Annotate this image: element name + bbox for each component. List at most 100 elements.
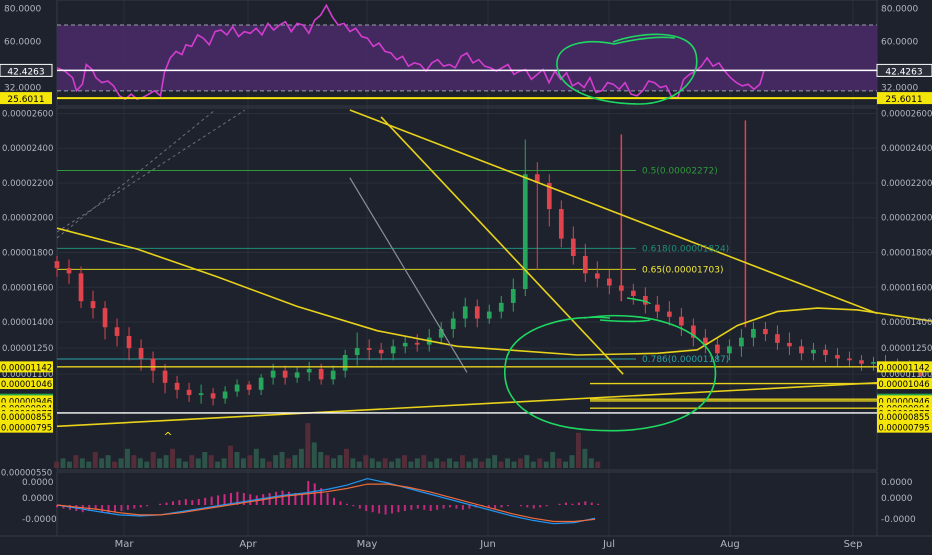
macd-histogram-bar	[191, 500, 194, 505]
volume-bar	[543, 461, 549, 468]
macd-histogram-bar	[577, 502, 580, 505]
macd-histogram-bar	[358, 505, 361, 509]
price-level-box-left	[0, 421, 53, 433]
candle-body	[631, 290, 636, 296]
candle-body	[366, 348, 372, 350]
volume-bar	[189, 455, 195, 468]
volume-bar	[466, 461, 472, 468]
candle-body	[871, 361, 876, 364]
volume-bar	[395, 458, 401, 468]
macd-histogram-bar	[101, 505, 104, 513]
volume-bar	[163, 455, 169, 468]
price-y-tick: 0.00001100	[2, 370, 53, 380]
macd-histogram-bar	[236, 491, 239, 505]
volume-bar	[286, 458, 291, 468]
macd-histogram-bar	[165, 502, 168, 505]
candle-body	[582, 255, 588, 274]
macd-y-tick: -0.0000	[22, 515, 57, 525]
rsi-level-label-right: 42.4263	[885, 67, 922, 77]
macd-histogram-bar	[313, 483, 316, 505]
volume-bar	[150, 452, 156, 468]
volume-bar	[273, 455, 279, 468]
volume-bar	[279, 452, 285, 468]
macd-histogram-bar	[571, 503, 574, 505]
volume-bar	[511, 461, 517, 468]
dashed-fan-line	[56, 109, 216, 239]
macd-histogram-bar	[564, 502, 567, 505]
volume-bar	[356, 461, 362, 468]
price-y-tick-right: 0.00001800	[881, 249, 932, 259]
macd-histogram-bar	[597, 503, 600, 505]
price-y-tick-right: 0.00002000	[881, 214, 932, 224]
candle-body	[162, 370, 168, 383]
macd-histogram-bar	[300, 494, 303, 505]
candle-body	[342, 355, 348, 371]
macd-histogram-bar	[532, 505, 535, 509]
candle-body	[234, 384, 240, 392]
macd-histogram-bar	[384, 505, 387, 515]
volume-bar	[240, 458, 246, 468]
candle-body	[126, 335, 132, 349]
rsi-level-label-left: 25.6011	[7, 95, 44, 105]
rsi-y-tick: 32.0000	[4, 84, 41, 94]
macd-histogram-bar	[461, 505, 464, 510]
macd-histogram-bar	[210, 496, 213, 505]
rsi-band	[57, 25, 877, 91]
macd-histogram-bar	[126, 505, 129, 510]
macd-histogram-bar	[249, 494, 252, 505]
volume-bar	[318, 452, 324, 468]
volume-bar	[421, 455, 427, 468]
macd-histogram-bar	[197, 499, 200, 505]
x-tick-label: Apr	[239, 539, 257, 550]
x-tick-label: Jul	[602, 539, 615, 550]
volume-bar	[176, 458, 182, 468]
price-circle-annotation	[504, 297, 717, 432]
volume-bar	[247, 455, 253, 468]
volume-bar	[170, 448, 176, 468]
candle-body	[763, 328, 768, 335]
macd-histogram-bar	[113, 505, 116, 513]
candle-body	[258, 377, 264, 390]
volume-bar	[215, 461, 221, 468]
price-y-tick: 0.00001600	[2, 283, 53, 293]
candle-body	[222, 391, 228, 399]
candle-body	[294, 372, 300, 378]
candle-body	[354, 348, 360, 356]
macd-histogram-bar	[178, 500, 181, 505]
macd-histogram-bar	[371, 505, 374, 513]
candle-body	[534, 174, 540, 183]
macd-histogram-bar	[423, 505, 426, 510]
volume-bar	[376, 461, 382, 468]
price-y-tick: 0.00002200	[2, 179, 53, 189]
rsi-circle-annotation	[556, 33, 698, 105]
candle-body	[727, 346, 732, 354]
candle-body	[174, 382, 180, 390]
candle-body	[835, 355, 840, 359]
volume-bar	[86, 461, 92, 468]
volume-bar	[292, 455, 298, 468]
price-level-box-right	[877, 378, 932, 390]
candle-body	[318, 368, 324, 380]
candle-body	[643, 295, 648, 305]
candle-body	[691, 325, 696, 338]
macd-y-tick-right: 0.0000	[881, 478, 913, 488]
candle-body	[462, 306, 468, 319]
candle-body	[474, 306, 480, 319]
price-level-box-right	[877, 411, 932, 423]
fib-level-label: 0.618(0.00001824)	[642, 244, 729, 254]
macd-histogram-bar	[403, 505, 406, 511]
macd-histogram-bar	[120, 505, 123, 511]
volume-bar	[434, 458, 440, 468]
volume-bar	[414, 458, 420, 468]
candle-body	[114, 327, 120, 336]
volume-bar	[92, 452, 98, 468]
macd-histogram-bar	[397, 505, 400, 513]
volume-bar	[537, 458, 543, 468]
price-level-label-left: 0.00001046	[1, 380, 52, 390]
macd-histogram-bar	[378, 505, 381, 514]
volume-bar	[266, 461, 272, 468]
volume-bar	[447, 458, 453, 468]
macd-histogram-bar	[519, 505, 522, 507]
